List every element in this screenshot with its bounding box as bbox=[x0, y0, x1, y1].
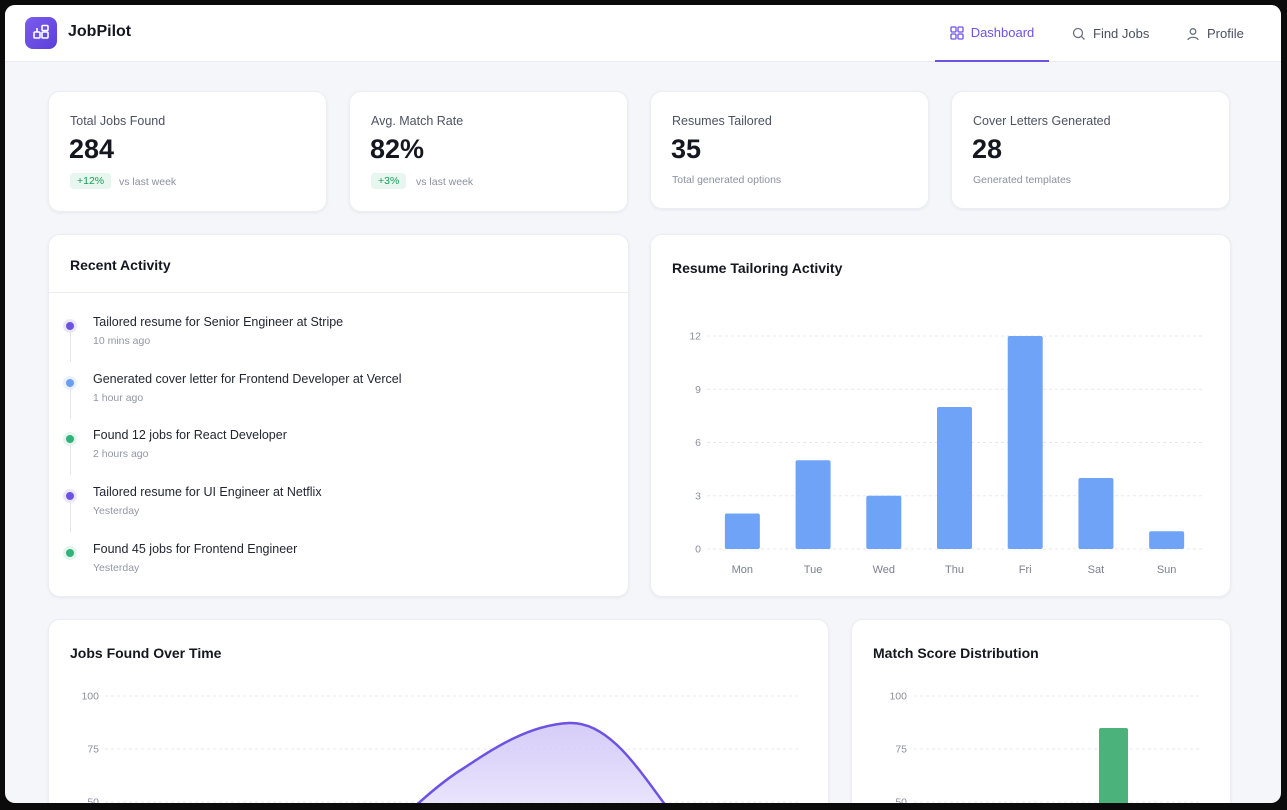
stat-value: 35 bbox=[671, 134, 702, 164]
y-tick-label: 100 bbox=[889, 691, 907, 703]
nav-find-jobs[interactable]: Find Jobs bbox=[1072, 5, 1149, 62]
timeline-line bbox=[69, 330, 71, 362]
series-line[interactable] bbox=[411, 721, 669, 803]
stat-label: Avg. Match Rate bbox=[371, 114, 464, 128]
activity-text: Found 45 jobs for Frontend Engineer bbox=[93, 541, 298, 556]
resume-tailoring-title: Resume Tailoring Activity bbox=[672, 260, 843, 276]
y-tick-label: 12 bbox=[689, 331, 701, 343]
recent-activity-title: Recent Activity bbox=[70, 257, 171, 273]
activity-item[interactable]: Tailored resume for UI Engineer at Netfl… bbox=[49, 485, 628, 542]
activity-item[interactable]: Found 45 jobs for Frontend Engineer Yeste… bbox=[49, 542, 628, 599]
stat-subtext: Total generated options bbox=[672, 174, 782, 186]
recent-activity-card: Recent Activity Tailored resume for Seni… bbox=[48, 234, 629, 597]
activity-time: Yesterday bbox=[93, 561, 140, 574]
activity-text: Found 12 jobs for React Developer bbox=[93, 428, 287, 443]
activity-time: Yesterday bbox=[93, 505, 140, 518]
x-tick-label: Wed bbox=[873, 564, 895, 576]
change-badge: +12% bbox=[70, 173, 112, 189]
jobs-over-time-card: Jobs Found Over Time 100 75 50 bbox=[48, 619, 829, 803]
activity-item[interactable]: Generated cover letter for Frontend Deve… bbox=[49, 372, 628, 429]
app-logo[interactable] bbox=[25, 17, 57, 49]
timeline-line bbox=[69, 386, 71, 419]
stat-card-resumes: Resumes Tailored 35 Total generated opti… bbox=[650, 91, 929, 209]
stat-subtext: vs last week bbox=[416, 176, 474, 188]
timeline-dot bbox=[66, 322, 74, 330]
dashboard-icon bbox=[950, 25, 964, 40]
nav-dashboard[interactable]: Dashboard bbox=[935, 5, 1049, 62]
timeline-dot bbox=[66, 548, 74, 557]
activity-text: Generated cover letter for Frontend Deve… bbox=[93, 371, 402, 386]
y-tick-label: 3 bbox=[695, 490, 701, 502]
activity-time: 1 hour ago bbox=[93, 391, 144, 404]
divider bbox=[49, 292, 628, 293]
y-tick-label: 6 bbox=[695, 437, 701, 449]
stat-subtext: vs last week bbox=[119, 176, 177, 188]
stat-value: 284 bbox=[69, 134, 115, 164]
logo-icon bbox=[33, 24, 49, 39]
stat-card-cover-letters: Cover Letters Generated 28 Generated tem… bbox=[951, 91, 1230, 209]
nav-find-jobs-label: Find Jobs bbox=[1093, 26, 1150, 41]
stat-subtext: Generated templates bbox=[973, 174, 1072, 186]
activity-time: 10 mins ago bbox=[93, 335, 151, 347]
x-tick-label: Thu bbox=[945, 564, 964, 576]
stat-card-total-jobs: Total Jobs Found 284 +12% vs last week bbox=[48, 91, 327, 212]
y-tick-label: 50 bbox=[895, 797, 907, 804]
nav-profile[interactable]: Profile bbox=[1186, 5, 1244, 62]
app-window: JobPilot Dashboard Find Jobs Profile bbox=[5, 5, 1281, 803]
top-navbar: JobPilot Dashboard Find Jobs Profile bbox=[5, 5, 1281, 62]
change-badge: +3% bbox=[371, 173, 407, 189]
jobs-over-time-title: Jobs Found Over Time bbox=[70, 645, 222, 661]
search-icon bbox=[1072, 27, 1085, 40]
timeline-dot bbox=[66, 492, 74, 501]
stat-label: Cover Letters Generated bbox=[973, 114, 1111, 128]
activity-item[interactable]: Found 12 jobs for React Developer 2 hours… bbox=[49, 428, 628, 485]
activity-time: 2 hours ago bbox=[93, 448, 149, 461]
activity-item[interactable]: Tailored resume for Senior Engineer at S… bbox=[49, 315, 628, 372]
match-distribution-chart: 100 75 50 bbox=[889, 691, 1202, 804]
y-tick-label: 75 bbox=[87, 744, 99, 756]
timeline-line bbox=[69, 443, 71, 476]
match-distribution-card: Match Score Distribution 100 75 50 bbox=[851, 619, 1231, 803]
user-icon bbox=[1187, 27, 1199, 40]
resume-tailoring-chart: 0 3 6 9 12 Mon Tue Wed Thu Fri Sat Sun bbox=[689, 331, 1202, 576]
activity-text: Tailored resume for UI Engineer at Netfl… bbox=[93, 485, 322, 500]
x-tick-label: Mon bbox=[732, 564, 753, 576]
bar-mon[interactable] bbox=[724, 513, 760, 550]
bar-wed[interactable] bbox=[866, 495, 902, 549]
jobs-over-time-chart: 100 75 50 bbox=[81, 691, 800, 804]
y-tick-label: 75 bbox=[895, 744, 907, 756]
distribution-bar[interactable] bbox=[1099, 728, 1128, 803]
y-tick-label: 50 bbox=[87, 797, 99, 804]
activity-text: Tailored resume for Senior Engineer at S… bbox=[93, 315, 344, 329]
x-tick-label: Tue bbox=[804, 564, 823, 576]
x-tick-label: Sun bbox=[1157, 564, 1177, 576]
bar-sat[interactable] bbox=[1078, 478, 1114, 549]
y-tick-label: 100 bbox=[81, 691, 99, 703]
match-distribution-title: Match Score Distribution bbox=[873, 645, 1039, 661]
nav-dashboard-label: Dashboard bbox=[970, 25, 1035, 40]
bar-tue[interactable] bbox=[795, 460, 831, 549]
resume-tailoring-card: Resume Tailoring Activity 0 3 6 9 12 Mon Tue We… bbox=[650, 234, 1231, 597]
timeline-dot bbox=[66, 378, 74, 387]
stat-value: 28 bbox=[972, 134, 1003, 164]
app-name: JobPilot bbox=[68, 23, 132, 40]
x-tick-label: Sat bbox=[1088, 564, 1105, 576]
y-tick-label: 0 bbox=[695, 544, 701, 556]
x-tick-label: Fri bbox=[1019, 564, 1032, 576]
stat-value: 82% bbox=[370, 134, 425, 164]
timeline-line bbox=[69, 500, 71, 533]
stat-card-match-rate: Avg. Match Rate 82% +3% vs last week bbox=[349, 91, 628, 212]
y-tick-label: 9 bbox=[695, 384, 701, 396]
stat-label: Resumes Tailored bbox=[672, 114, 772, 128]
bar-thu[interactable] bbox=[937, 407, 972, 549]
area-fill bbox=[418, 722, 664, 803]
bar-sun[interactable] bbox=[1149, 531, 1185, 549]
stat-label: Total Jobs Found bbox=[70, 114, 166, 128]
nav-profile-label: Profile bbox=[1207, 26, 1244, 41]
bar-fri[interactable] bbox=[1007, 336, 1043, 549]
timeline-dot bbox=[66, 435, 74, 444]
